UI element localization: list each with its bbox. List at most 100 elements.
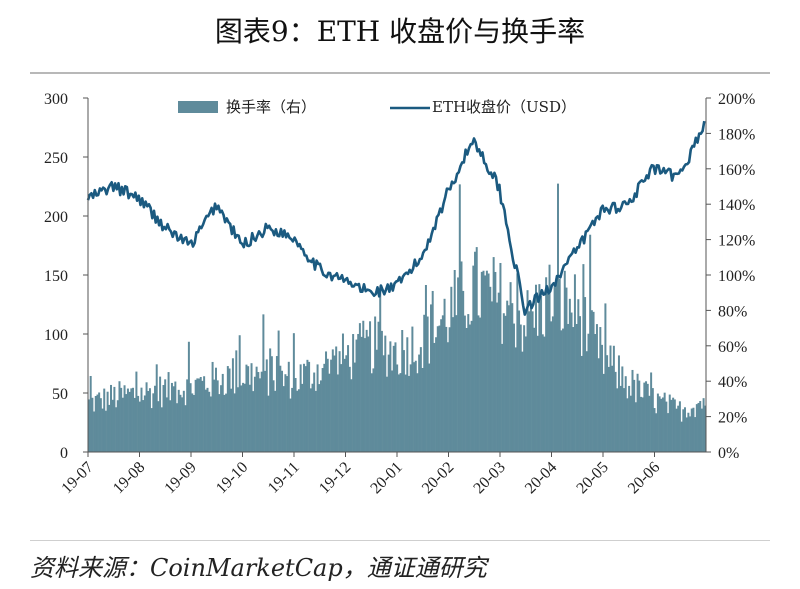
turnover-bar — [614, 371, 617, 452]
turnover-bar — [668, 394, 671, 452]
right-tick-label: 60% — [718, 339, 747, 356]
turnover-bar — [255, 366, 258, 452]
turnover-bar — [430, 304, 433, 452]
turnover-bar — [389, 341, 392, 452]
turnover-bar — [452, 317, 455, 452]
turnover-bar — [590, 310, 593, 452]
turnover-bar — [690, 408, 693, 452]
turnover-bar — [702, 398, 705, 452]
turnover-bar — [565, 287, 568, 452]
x-tick-label: 19-09 — [161, 459, 199, 497]
turnover-bar — [396, 364, 399, 452]
turnover-bar — [440, 319, 443, 452]
turnover-bar — [177, 389, 180, 452]
turnover-bar — [592, 311, 595, 452]
turnover-bar — [543, 336, 546, 452]
turnover-bar — [667, 413, 670, 452]
turnover-bar — [697, 402, 700, 452]
turnover-bar — [326, 358, 329, 452]
turnover-bar — [99, 398, 102, 452]
turnover-bar — [118, 381, 121, 452]
turnover-bar — [529, 307, 532, 452]
right-tick-label: 160% — [718, 162, 755, 179]
turnover-bar — [130, 388, 133, 452]
turnover-bar — [455, 315, 458, 452]
turnover-bar — [661, 397, 664, 452]
turnover-bar — [597, 358, 600, 452]
turnover-bar — [301, 383, 304, 452]
turnover-bar — [655, 413, 658, 452]
turnover-bar — [348, 366, 351, 452]
turnover-bar — [362, 320, 365, 452]
turnover-bar — [406, 337, 409, 452]
turnover-bar — [496, 302, 499, 452]
turnover-bar — [189, 383, 192, 452]
turnover-bar — [438, 325, 441, 452]
turnover-bar — [128, 391, 131, 452]
turnover-bar — [634, 402, 637, 452]
turnover-bar — [579, 316, 581, 452]
turnover-bar — [132, 387, 135, 452]
turnover-bar — [216, 380, 219, 452]
turnover-bar — [167, 372, 170, 452]
turnover-bar — [321, 368, 324, 452]
turnover-bar — [404, 374, 407, 452]
turnover-bar — [518, 310, 521, 452]
turnover-bar — [277, 330, 280, 452]
turnover-bar — [563, 270, 566, 452]
left-tick-label: 50 — [52, 386, 68, 403]
turnover-bar — [646, 383, 649, 452]
turnover-bar — [226, 366, 229, 452]
turnover-bar — [568, 298, 571, 452]
turnover-bar — [201, 380, 204, 452]
turnover-bar — [157, 401, 160, 452]
turnover-bar — [248, 384, 251, 452]
turnover-bar — [611, 365, 614, 452]
turnover-bar — [426, 316, 429, 452]
turnover-bar — [548, 264, 551, 452]
turnover-bar — [101, 408, 104, 452]
turnover-bar — [369, 321, 372, 452]
turnover-bar — [272, 380, 275, 452]
turnover-bar — [328, 373, 331, 452]
turnover-bar — [626, 398, 629, 452]
turnover-bar — [299, 364, 302, 452]
turnover-bar — [433, 342, 436, 452]
turnover-bar — [457, 277, 460, 452]
x-tick-label: 20-06 — [625, 459, 663, 497]
turnover-bar — [194, 379, 197, 452]
turnover-bar — [374, 316, 377, 452]
turnover-bar — [497, 292, 500, 452]
turnover-bar — [397, 374, 400, 452]
turnover-bar — [411, 326, 414, 452]
turnover-bar — [479, 317, 482, 452]
turnover-bar — [538, 284, 541, 452]
turnover-bar — [448, 327, 451, 452]
turnover-bar — [357, 333, 360, 452]
turnover-bar — [453, 270, 456, 452]
right-tick-label: 200% — [718, 91, 755, 108]
turnover-bar — [111, 399, 114, 452]
turnover-bar — [242, 382, 245, 452]
turnover-bar — [550, 321, 553, 452]
turnover-bar — [137, 395, 140, 452]
turnover-bar — [391, 370, 394, 452]
turnover-bar — [159, 376, 162, 452]
turnover-bar — [150, 408, 153, 452]
turnover-bar — [174, 381, 177, 452]
turnover-bar — [375, 349, 378, 452]
turnover-bar — [512, 323, 515, 452]
turnover-bar — [230, 388, 233, 452]
turnover-bar — [309, 388, 312, 452]
turnover-bar — [639, 396, 642, 452]
turnover-bar — [416, 373, 419, 452]
turnover-bar — [319, 380, 322, 452]
turnover-bar — [98, 392, 101, 452]
turnover-bar — [152, 393, 155, 452]
turnover-bar — [567, 323, 570, 452]
turnover-bar — [458, 184, 461, 453]
turnover-bar — [507, 305, 510, 452]
turnover-bar — [88, 399, 90, 452]
turnover-bar — [170, 382, 173, 452]
